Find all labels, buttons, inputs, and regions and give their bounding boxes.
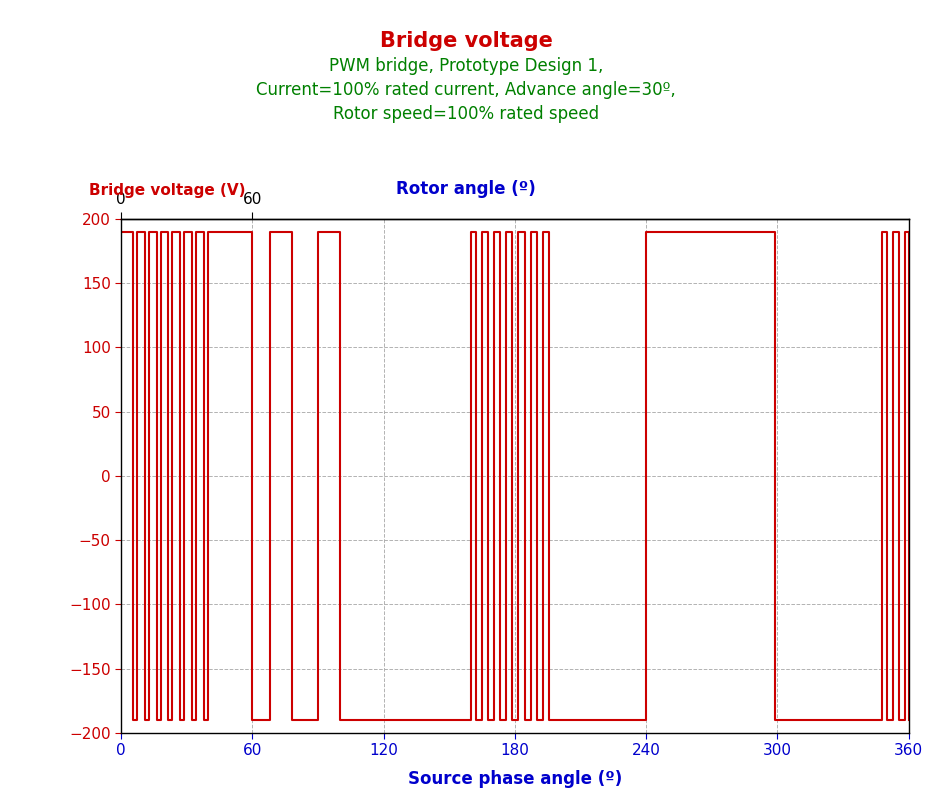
Text: Bridge voltage: Bridge voltage [379, 31, 553, 51]
Text: PWM bridge, Prototype Design 1,: PWM bridge, Prototype Design 1, [329, 57, 603, 75]
Text: Rotor speed=100% rated speed: Rotor speed=100% rated speed [333, 105, 599, 123]
X-axis label: Source phase angle (º): Source phase angle (º) [408, 770, 622, 787]
Text: Current=100% rated current, Advance angle=30º,: Current=100% rated current, Advance angl… [256, 81, 676, 99]
Text: Bridge voltage (V): Bridge voltage (V) [89, 183, 245, 198]
Text: Rotor angle (º): Rotor angle (º) [396, 181, 536, 198]
